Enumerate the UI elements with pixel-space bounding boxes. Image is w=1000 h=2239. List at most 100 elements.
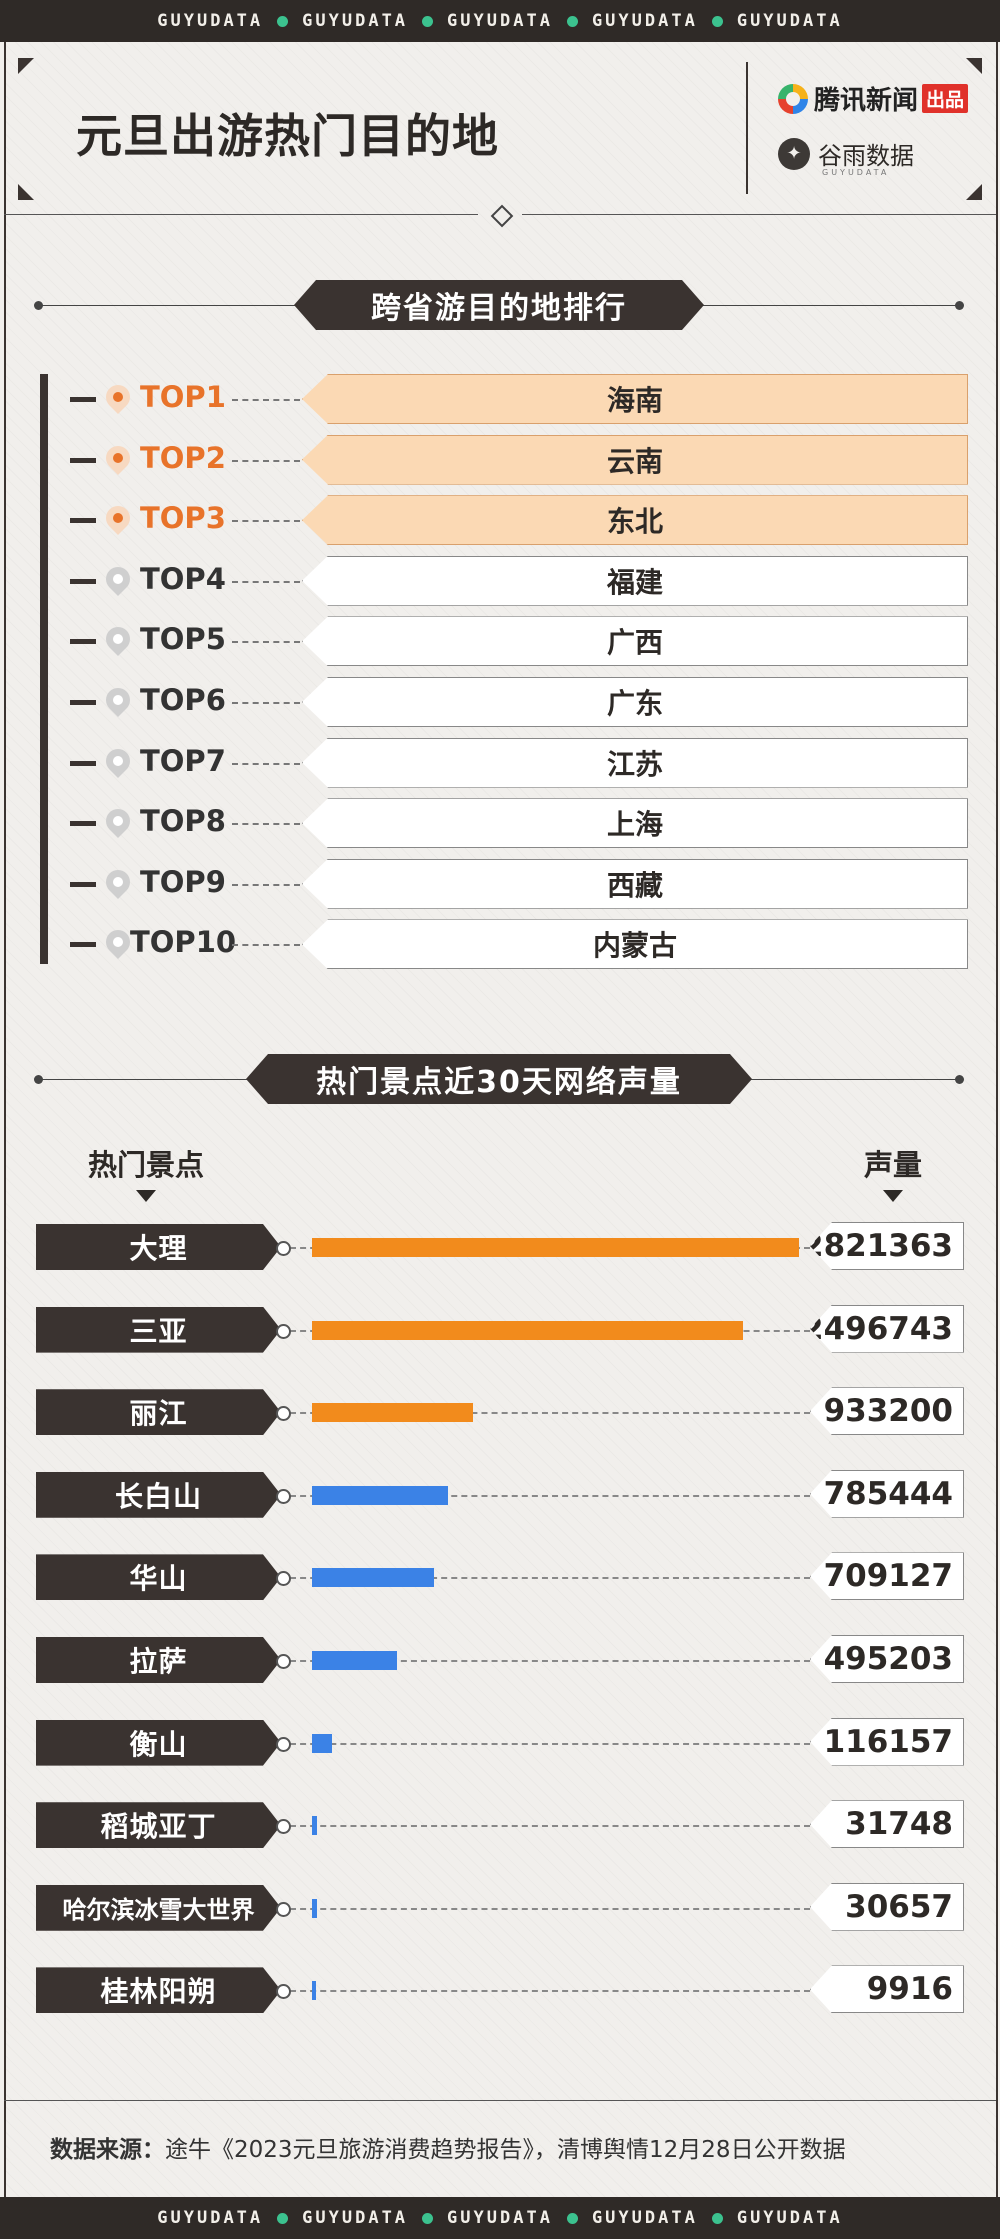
band-text: GUYUDATA [157,2208,264,2228]
guyu-bird-logo-icon: ✦ [778,137,810,170]
brand2-name: 谷雨数据 [818,142,914,170]
corner-ornament [18,58,34,74]
bar-track [290,1742,810,1745]
connector-knob [276,1901,291,1917]
rank-label: TOP10 [130,925,237,960]
connector-knob [276,1241,291,1256]
rank-tick [70,397,96,402]
ranking-row: TOP2 云南 [0,434,1000,485]
band-text: GUYUDATA [447,2208,553,2228]
column-header-volume-label: 声量 [864,1148,923,1182]
spot-row: 华山 709127 [0,1552,1000,1601]
source-divider [4,2100,996,2101]
connector-knob [276,1819,291,1835]
header-rule-right [522,214,996,215]
rank-label: TOP2 [140,440,226,475]
page-title: 元旦出游热门目的地 [76,109,499,163]
section-spots-title: 热门景点近30天网络声量 [246,1054,752,1104]
ranking-row: TOP10 内蒙古 [0,919,1000,970]
volume-value: 495203 [810,1635,964,1683]
spot-row: 稻城亚丁 31748 [0,1800,1000,1849]
band-dot-icon [277,15,289,27]
spot-label: 拉萨 [36,1637,281,1683]
guyu-data-brand: ✦ 谷雨数据 GUYUDATA [778,136,914,177]
location-pin-icon [101,380,135,414]
rank-connector [232,641,300,644]
rank-connector [232,883,300,886]
destination-name: 西藏 [302,858,968,909]
connector-knob [276,1654,291,1669]
volume-value: 116157 [810,1717,964,1766]
section-ranking-header: 跨省游目的地排行 [34,280,964,330]
ranking-row: TOP6 广东 [0,677,1000,727]
volume-bar [312,1651,398,1670]
bar-track [290,1577,810,1580]
volume-bar [312,1733,333,1753]
volume-value: 933200 [810,1387,964,1436]
spot-label: 华山 [36,1554,281,1600]
rank-connector [232,580,300,583]
rank-tick [70,700,96,705]
ranking-row: TOP1 海南 [0,374,1000,424]
spot-label: 哈尔滨冰雪大世界 [36,1885,281,1931]
poster-frame [4,42,998,2197]
spot-row: 桂林阳朔 9916 [0,1965,1000,2014]
ranking-row: TOP8 上海 [0,798,1000,849]
spot-row: 大理 2821363 [0,1222,1000,1270]
volume-value: 709127 [810,1552,964,1601]
rank-tick [70,821,96,827]
spot-row: 哈尔滨冰雪大世界 30657 [0,1882,1000,1931]
rank-label: TOP4 [140,561,226,596]
rank-connector [232,459,300,462]
ranking-row: TOP5 广西 [0,616,1000,667]
column-header-spots: 热门景点 [88,1142,204,1202]
band-text: GUYUDATA [447,11,553,31]
tencent-news-logo-icon [778,83,808,114]
brand2-sub: GUYUDATA [822,168,890,177]
connector-knob [276,1984,291,2000]
column-header-spots-label: 热门景点 [88,1148,205,1182]
connector-knob [276,1736,291,1752]
source-text: 途牛《2023元旦旅游消费趋势报告》，清博舆情12月28日公开数据 [165,2137,846,2163]
volume-bar [312,1816,318,1836]
volume-value: 2821363 [810,1222,964,1270]
rank-connector [232,823,300,826]
volume-bar [312,1485,448,1505]
source-label: 数据来源： [50,2137,165,2163]
rank-connector [232,520,300,523]
spot-label: 三亚 [36,1307,281,1353]
ranking-row: TOP9 西藏 [0,858,1000,909]
spot-row: 衡山 116157 [0,1717,1000,1766]
volume-bar [312,1238,799,1257]
rank-tick [70,942,96,948]
volume-bar [312,1898,318,1918]
rank-label: TOP9 [140,864,226,899]
rank-tick [70,639,96,645]
band-dot-icon [711,15,723,27]
location-pin-icon [101,622,135,657]
volume-value: 31748 [810,1800,964,1849]
corner-ornament [18,184,34,200]
bar-track [290,1412,810,1415]
spot-label: 长白山 [36,1472,281,1518]
ranking-row: TOP4 福建 [0,555,1000,606]
destination-name: 广东 [302,677,968,727]
volume-bar [312,1568,435,1588]
down-triangle-icon [883,1190,903,1202]
rank-tick [70,881,96,887]
bar-track [290,1907,810,1910]
header-divider [746,62,748,194]
destination-name: 广西 [302,616,968,667]
connector-knob [276,1406,291,1422]
bottom-brand-band: GUYUDATA GUYUDATA GUYUDATA GUYUDATA GUYUDATA [0,2197,1000,2239]
rank-connector [232,944,300,947]
location-pin-icon [101,864,135,899]
volume-value: 30657 [810,1882,964,1931]
destination-name: 海南 [302,374,968,424]
band-dot-icon [422,2212,434,2224]
header-rule-left [4,214,478,215]
spot-label: 桂林阳朔 [36,1967,281,2013]
destination-name: 内蒙古 [302,919,968,970]
ranking-row: TOP7 江苏 [0,737,1000,788]
connector-knob [276,1571,291,1587]
